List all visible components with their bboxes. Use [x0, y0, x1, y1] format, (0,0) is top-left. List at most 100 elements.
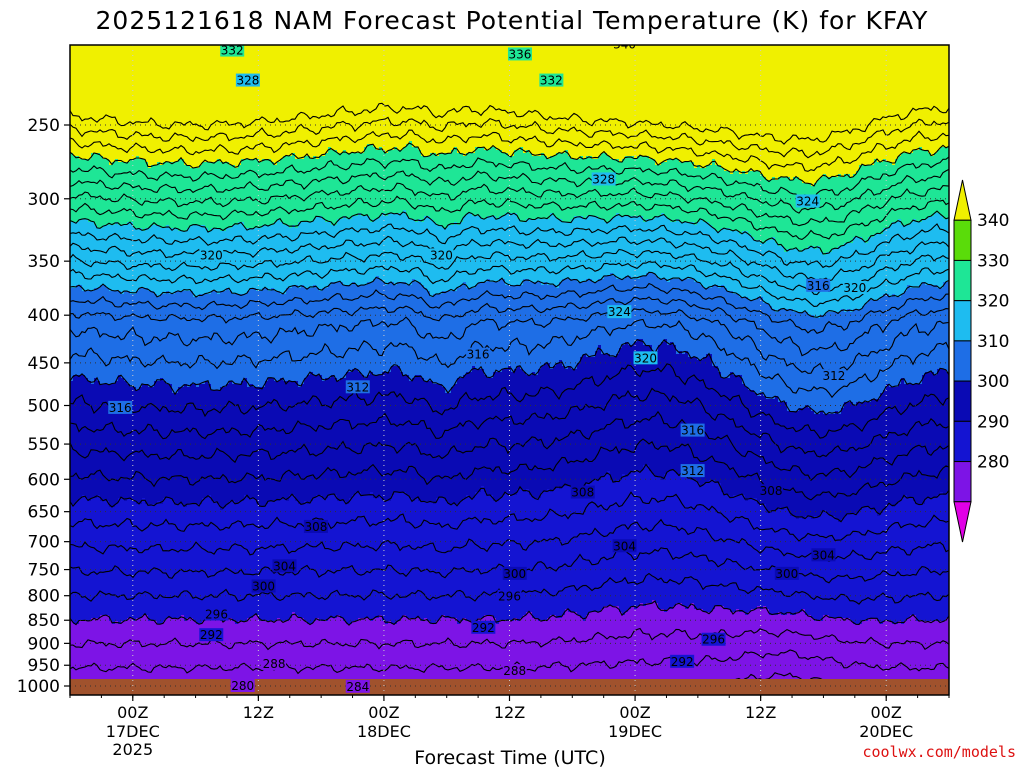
contour-label-bg	[429, 248, 454, 262]
contour-label-bg	[303, 519, 328, 533]
contour-label-bg	[759, 484, 784, 498]
contour-label-bg	[811, 548, 836, 562]
contour-label-bg	[539, 73, 564, 87]
colorbar-label: 280	[977, 453, 1009, 473]
ground-surface	[70, 679, 949, 695]
contour-label-bg	[502, 664, 527, 678]
contour-label-bg	[471, 620, 496, 634]
contour-label: 304	[613, 539, 636, 553]
colorbar-label: 330	[977, 251, 1009, 271]
contour-line	[70, 129, 949, 172]
colorbar-segment	[953, 340, 972, 382]
contour-label: 312	[346, 380, 369, 394]
contour-label: 300	[503, 567, 526, 581]
contour-lines	[70, 102, 949, 695]
pressure-tick-label: 350	[28, 252, 60, 272]
contour-label: 292	[200, 628, 223, 642]
contour-label-bg	[507, 47, 532, 61]
chart-title: 2025121618 NAM Forecast Potential Temper…	[96, 6, 929, 35]
contour-label: 328	[592, 172, 615, 186]
pressure-tick-label: 900	[28, 634, 60, 654]
contour-label-bg	[272, 559, 297, 573]
contour-label-bg	[607, 305, 632, 319]
contour-label: 320	[430, 248, 453, 262]
contour-label-bg	[466, 347, 491, 361]
contour-label: 308	[304, 520, 327, 534]
contour-label-bg	[262, 656, 287, 670]
time-tick-label: 12Z	[494, 703, 525, 722]
contour-label-bg	[199, 628, 224, 642]
contour-line	[70, 463, 949, 523]
x-axis-title: Forecast Time (UTC)	[414, 747, 605, 768]
contour-label-bg	[670, 654, 695, 668]
contour-label-bg	[230, 679, 255, 692]
contour-line	[70, 271, 949, 318]
contour-line	[70, 116, 949, 159]
grid-lines	[70, 45, 949, 695]
contour-label-bg	[821, 369, 846, 383]
contour-label-bg	[806, 278, 831, 292]
contour-label: 284	[346, 680, 369, 694]
time-tick-label: 00Z	[619, 703, 650, 722]
colorbar-label: 340	[977, 211, 1009, 231]
contour-label-bg	[612, 539, 637, 553]
pressure-tick-label: 400	[28, 306, 60, 326]
time-tick-label: 12Z	[243, 703, 274, 722]
contour-line	[70, 308, 949, 375]
contour-label: 312	[681, 464, 704, 478]
contour-label: 332	[221, 44, 244, 58]
contour-line	[70, 182, 949, 227]
contour-label: 300	[252, 579, 275, 593]
contour-line	[70, 282, 949, 334]
contour-label: 296	[205, 607, 228, 621]
contour-label: 296	[498, 590, 521, 604]
pressure-tick-label: 950	[28, 656, 60, 676]
time-tick-label: 00Z	[117, 703, 148, 722]
contour-label: 320	[634, 351, 657, 365]
contour-label: 340	[613, 38, 636, 52]
contour-label-bg	[680, 464, 705, 478]
colorbar-segment	[953, 259, 972, 302]
contour-label-bg	[497, 589, 522, 603]
contour-label-bg	[570, 485, 595, 499]
colorbar-segment	[953, 300, 972, 342]
contour-label: 300	[775, 567, 798, 581]
contour-label: 308	[760, 484, 783, 498]
contour-label-bg	[345, 679, 370, 693]
contour-label-bg	[795, 194, 820, 208]
temperature-fill	[70, 45, 949, 695]
date-tick-label: 20DEC	[859, 722, 913, 741]
contour-label-bg	[235, 73, 260, 87]
pressure-tick-label: 850	[28, 611, 60, 631]
pressure-tick-label: 700	[28, 533, 60, 553]
contour-label-bg	[251, 579, 276, 593]
colorbar-segment	[953, 219, 972, 261]
contour-label-bg	[220, 45, 245, 57]
pressure-tick-label: 800	[28, 587, 60, 607]
contour-label-bg	[680, 423, 705, 437]
contour-label: 312	[822, 369, 845, 383]
contour-label: 316	[467, 348, 490, 362]
color-legend: 340 330 320 310 300 290 280	[953, 179, 1009, 543]
pressure-tick-label: 650	[28, 503, 60, 523]
contour-label-bg	[633, 351, 658, 365]
colorbar-label: 310	[977, 332, 1009, 352]
contour-label: 288	[263, 657, 286, 671]
colorbar-label: 290	[977, 412, 1009, 432]
colorbar-segment	[953, 461, 972, 503]
date-tick-label: 2025	[112, 740, 153, 759]
time-tick-label: 00Z	[871, 703, 902, 722]
contour-label: 328	[236, 74, 259, 88]
time-tick-label: 00Z	[368, 703, 399, 722]
contour-line	[70, 210, 949, 255]
colorbar-label: 300	[977, 372, 1009, 392]
contour-label-bg	[591, 172, 616, 186]
contour-label-bg	[199, 248, 224, 262]
pressure-tick-label: 550	[28, 435, 60, 455]
contour-label: 316	[109, 401, 132, 415]
contour-line	[70, 261, 949, 307]
pressure-tick-label: 1000	[17, 677, 60, 697]
contour-label: 320	[843, 281, 866, 295]
contour-line	[70, 438, 949, 501]
